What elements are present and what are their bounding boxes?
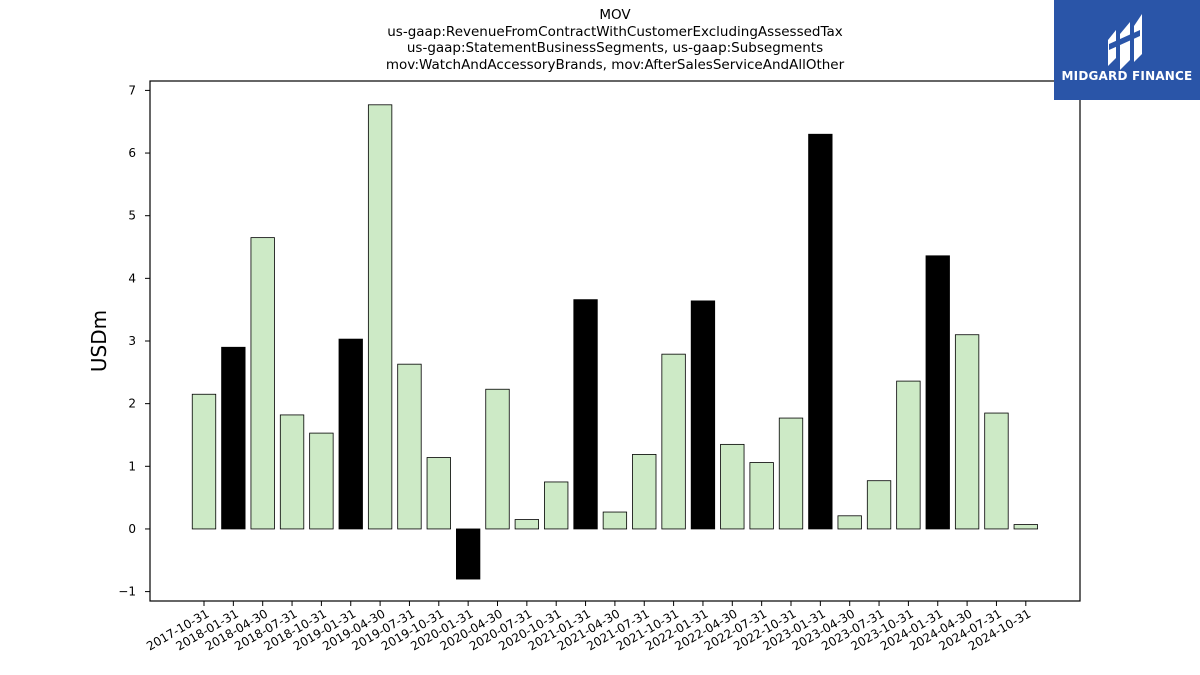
bar-2017-10-31 [191, 393, 217, 530]
title-line-members: mov:WatchAndAccessoryBrands, mov:AfterSa… [385, 56, 845, 73]
y-tick-label-1: 1 [128, 459, 136, 473]
y-tick-label-3: 3 [128, 334, 136, 348]
title-line-concept: us-gaap:RevenueFromContractWithCustomerE… [387, 23, 843, 40]
bar-2022-10-31 [778, 417, 804, 530]
bar-2024-01-31 [925, 255, 950, 530]
bar-2023-07-31 [866, 480, 892, 530]
bar-2018-04-30 [250, 237, 275, 530]
y-tick-label-0: 0 [128, 522, 136, 536]
bar-2020-01-31 [455, 528, 481, 580]
midgard-finance-logo: MIDGARD FINANCE [1054, 0, 1200, 100]
bar-2019-07-31 [397, 363, 422, 530]
title-line-axes: us-gaap:StatementBusinessSegments, us-ga… [406, 40, 824, 56]
bar-2023-10-31 [896, 380, 921, 530]
bar-2019-01-31 [338, 338, 363, 530]
bar-2022-07-31 [749, 462, 774, 530]
bar-2022-01-31 [690, 300, 716, 530]
bar-2018-07-31 [279, 414, 305, 530]
y-tick-label-4: 4 [128, 271, 136, 285]
y-tick-label-6: 6 [128, 146, 136, 160]
y-tick-label-5: 5 [128, 209, 136, 223]
bar-2020-07-31 [514, 519, 539, 530]
bar-2021-01-31 [573, 299, 598, 530]
bar-2018-10-31 [309, 432, 334, 530]
bar-2023-01-31 [808, 133, 833, 530]
bar-2024-07-31 [984, 412, 1009, 530]
midgard-logo-icon [1108, 14, 1142, 70]
bar-2023-04-30 [837, 515, 862, 530]
bar-2021-07-31 [632, 453, 657, 530]
bar-2019-10-31 [426, 457, 451, 530]
y-tick-label-2: 2 [128, 397, 136, 411]
bar-2019-04-30 [367, 104, 393, 530]
bar-2018-01-31 [221, 346, 246, 530]
y-tick-label--1: −1 [118, 585, 136, 599]
chart-title: MOV us-gaap:RevenueFromContractWithCusto… [150, 7, 1080, 73]
bar-2021-04-30 [602, 511, 628, 530]
y-axis-label: USDm [87, 310, 111, 372]
bar-2024-10-31 [1013, 524, 1038, 530]
bar-2024-04-30 [954, 334, 980, 530]
title-line-ticker: MOV [599, 7, 631, 23]
bar-2022-04-30 [720, 443, 745, 530]
bar-2021-10-31 [661, 353, 686, 530]
bar-2020-10-31 [544, 481, 569, 530]
bar-2020-04-30 [485, 388, 510, 530]
logo-text: MIDGARD FINANCE [1061, 69, 1193, 83]
y-tick-label-7: 7 [128, 83, 136, 97]
